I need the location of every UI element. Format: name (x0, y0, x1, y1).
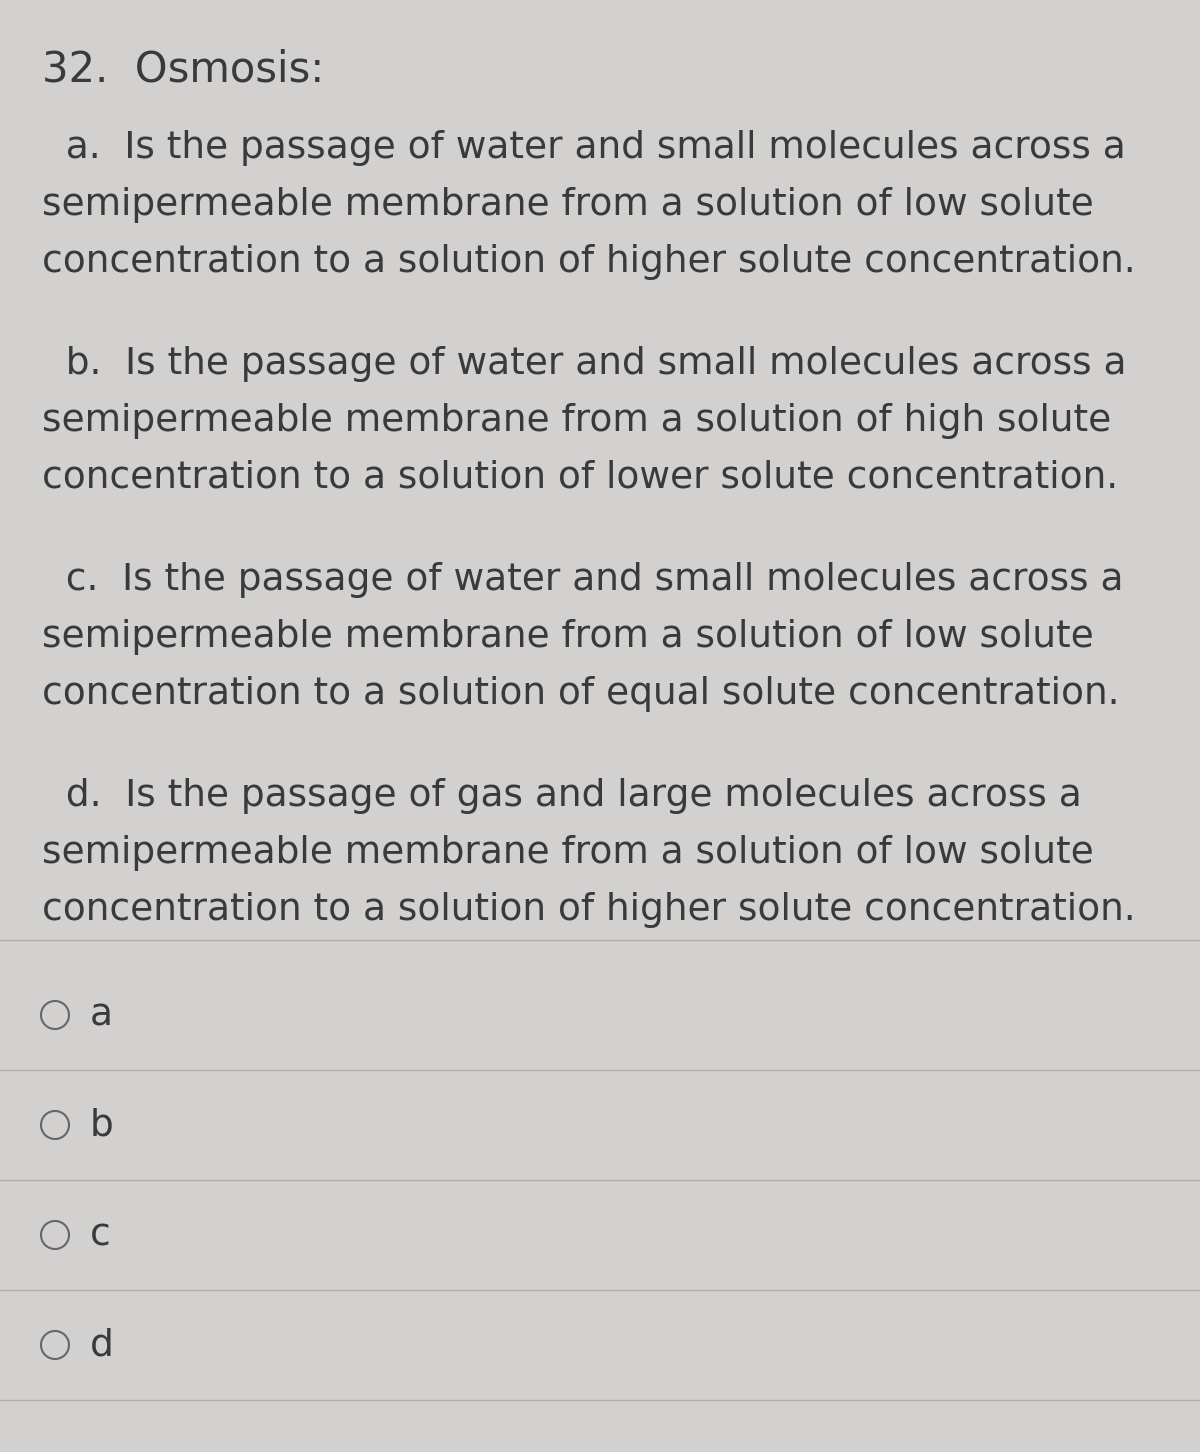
Text: c: c (90, 1217, 110, 1253)
Text: a: a (90, 998, 113, 1032)
Text: concentration to a solution of lower solute concentration.: concentration to a solution of lower sol… (42, 460, 1118, 497)
Text: concentration to a solution of higher solute concentration.: concentration to a solution of higher so… (42, 892, 1135, 928)
Text: concentration to a solution of higher solute concentration.: concentration to a solution of higher so… (42, 244, 1135, 280)
Text: semipermeable membrane from a solution of high solute: semipermeable membrane from a solution o… (42, 404, 1111, 439)
Text: semipermeable membrane from a solution of low solute: semipermeable membrane from a solution o… (42, 187, 1093, 224)
Text: semipermeable membrane from a solution of low solute: semipermeable membrane from a solution o… (42, 835, 1093, 871)
Text: d.  Is the passage of gas and large molecules across a: d. Is the passage of gas and large molec… (42, 778, 1081, 815)
Text: d: d (90, 1327, 114, 1363)
Text: b: b (90, 1106, 114, 1143)
Text: concentration to a solution of equal solute concentration.: concentration to a solution of equal sol… (42, 677, 1120, 711)
Text: semipermeable membrane from a solution of low solute: semipermeable membrane from a solution o… (42, 619, 1093, 655)
Text: c.  Is the passage of water and small molecules across a: c. Is the passage of water and small mol… (42, 562, 1123, 598)
Text: a.  Is the passage of water and small molecules across a: a. Is the passage of water and small mol… (42, 131, 1126, 166)
Text: b.  Is the passage of water and small molecules across a: b. Is the passage of water and small mol… (42, 346, 1127, 382)
Text: 32.  Osmosis:: 32. Osmosis: (42, 48, 324, 90)
